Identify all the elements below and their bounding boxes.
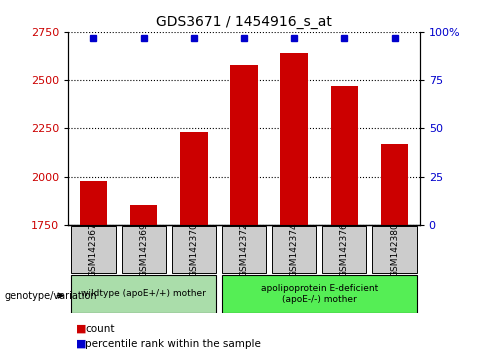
Text: count: count: [85, 324, 115, 333]
Bar: [122, 226, 166, 273]
Bar: [372, 226, 417, 273]
Text: GSM142367: GSM142367: [89, 222, 98, 277]
Text: GSM142374: GSM142374: [290, 222, 299, 277]
Bar: [281, 53, 308, 225]
Text: percentile rank within the sample: percentile rank within the sample: [85, 339, 261, 349]
Bar: [71, 226, 116, 273]
Text: GSM142372: GSM142372: [240, 222, 248, 277]
Text: genotype/variation: genotype/variation: [5, 291, 98, 301]
Text: GSM142380: GSM142380: [390, 222, 399, 277]
Bar: [71, 275, 216, 313]
Text: GSM142370: GSM142370: [189, 222, 198, 277]
Bar: [180, 132, 207, 225]
Bar: [130, 205, 158, 225]
Text: GSM142376: GSM142376: [340, 222, 349, 277]
Bar: [322, 226, 366, 273]
Text: wildtype (apoE+/+) mother: wildtype (apoE+/+) mother: [81, 289, 206, 298]
Title: GDS3671 / 1454916_s_at: GDS3671 / 1454916_s_at: [156, 16, 332, 29]
Bar: [222, 226, 266, 273]
Bar: [272, 226, 316, 273]
Text: apolipoprotein E-deficient
(apoE-/-) mother: apolipoprotein E-deficient (apoE-/-) mot…: [261, 284, 378, 303]
Bar: [80, 181, 107, 225]
Text: GSM142369: GSM142369: [139, 222, 148, 277]
Bar: [330, 86, 358, 225]
Text: ■: ■: [76, 324, 86, 333]
Bar: [172, 226, 216, 273]
Bar: [381, 144, 408, 225]
Bar: [222, 275, 417, 313]
Bar: [230, 65, 258, 225]
Text: ■: ■: [76, 339, 86, 349]
